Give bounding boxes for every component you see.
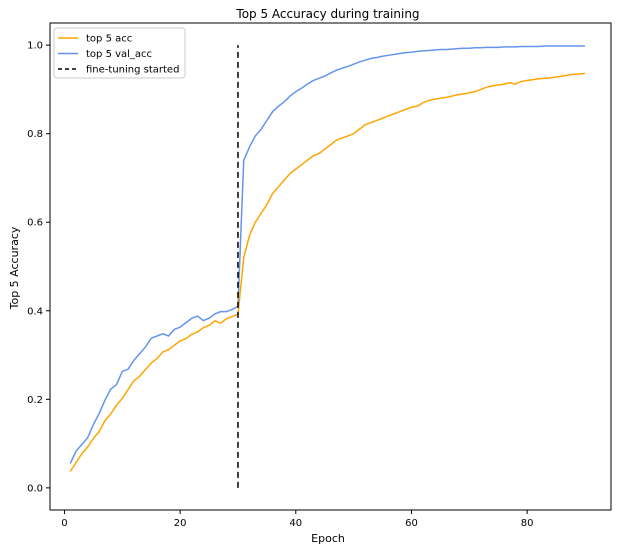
chart-title: Top 5 Accuracy during training: [235, 7, 419, 21]
series-line-train-acc: [69, 72, 586, 472]
x-tick-label: 0: [61, 518, 67, 529]
x-tick-label: 80: [521, 518, 534, 529]
legend: top 5 acc top 5 val_acc fine-tuning starte…: [53, 27, 186, 79]
x-axis-label: Epoch: [311, 532, 345, 545]
y-tick-label: 0.0: [27, 483, 43, 494]
y-axis-label: Top 5 Accuracy: [8, 226, 21, 310]
legend-entry-train-acc-label: top 5 acc: [86, 34, 132, 45]
series-line-val-acc: [69, 45, 585, 464]
legend-box: [53, 27, 186, 79]
y-tick-label: 0.6: [27, 218, 43, 229]
y-tick-label: 0.2: [27, 395, 43, 406]
legend-entry-val-acc-label: top 5 val_acc: [86, 49, 152, 60]
axis-ticks: 0 20 40 60 80 0.0 0.2 0.4 0.6 0.8 1.0: [27, 41, 533, 529]
plot-area: [69, 45, 586, 488]
y-tick-label: 0.4: [27, 306, 43, 317]
x-tick-label: 20: [174, 518, 187, 529]
y-tick-label: 1.0: [27, 41, 43, 52]
y-tick-label: 0.8: [27, 129, 43, 140]
x-tick-label: 40: [289, 518, 302, 529]
x-tick-label: 60: [405, 518, 418, 529]
axes-frame: [49, 22, 612, 511]
legend-entry-fine-tuning-label: fine-tuning started: [86, 65, 179, 76]
